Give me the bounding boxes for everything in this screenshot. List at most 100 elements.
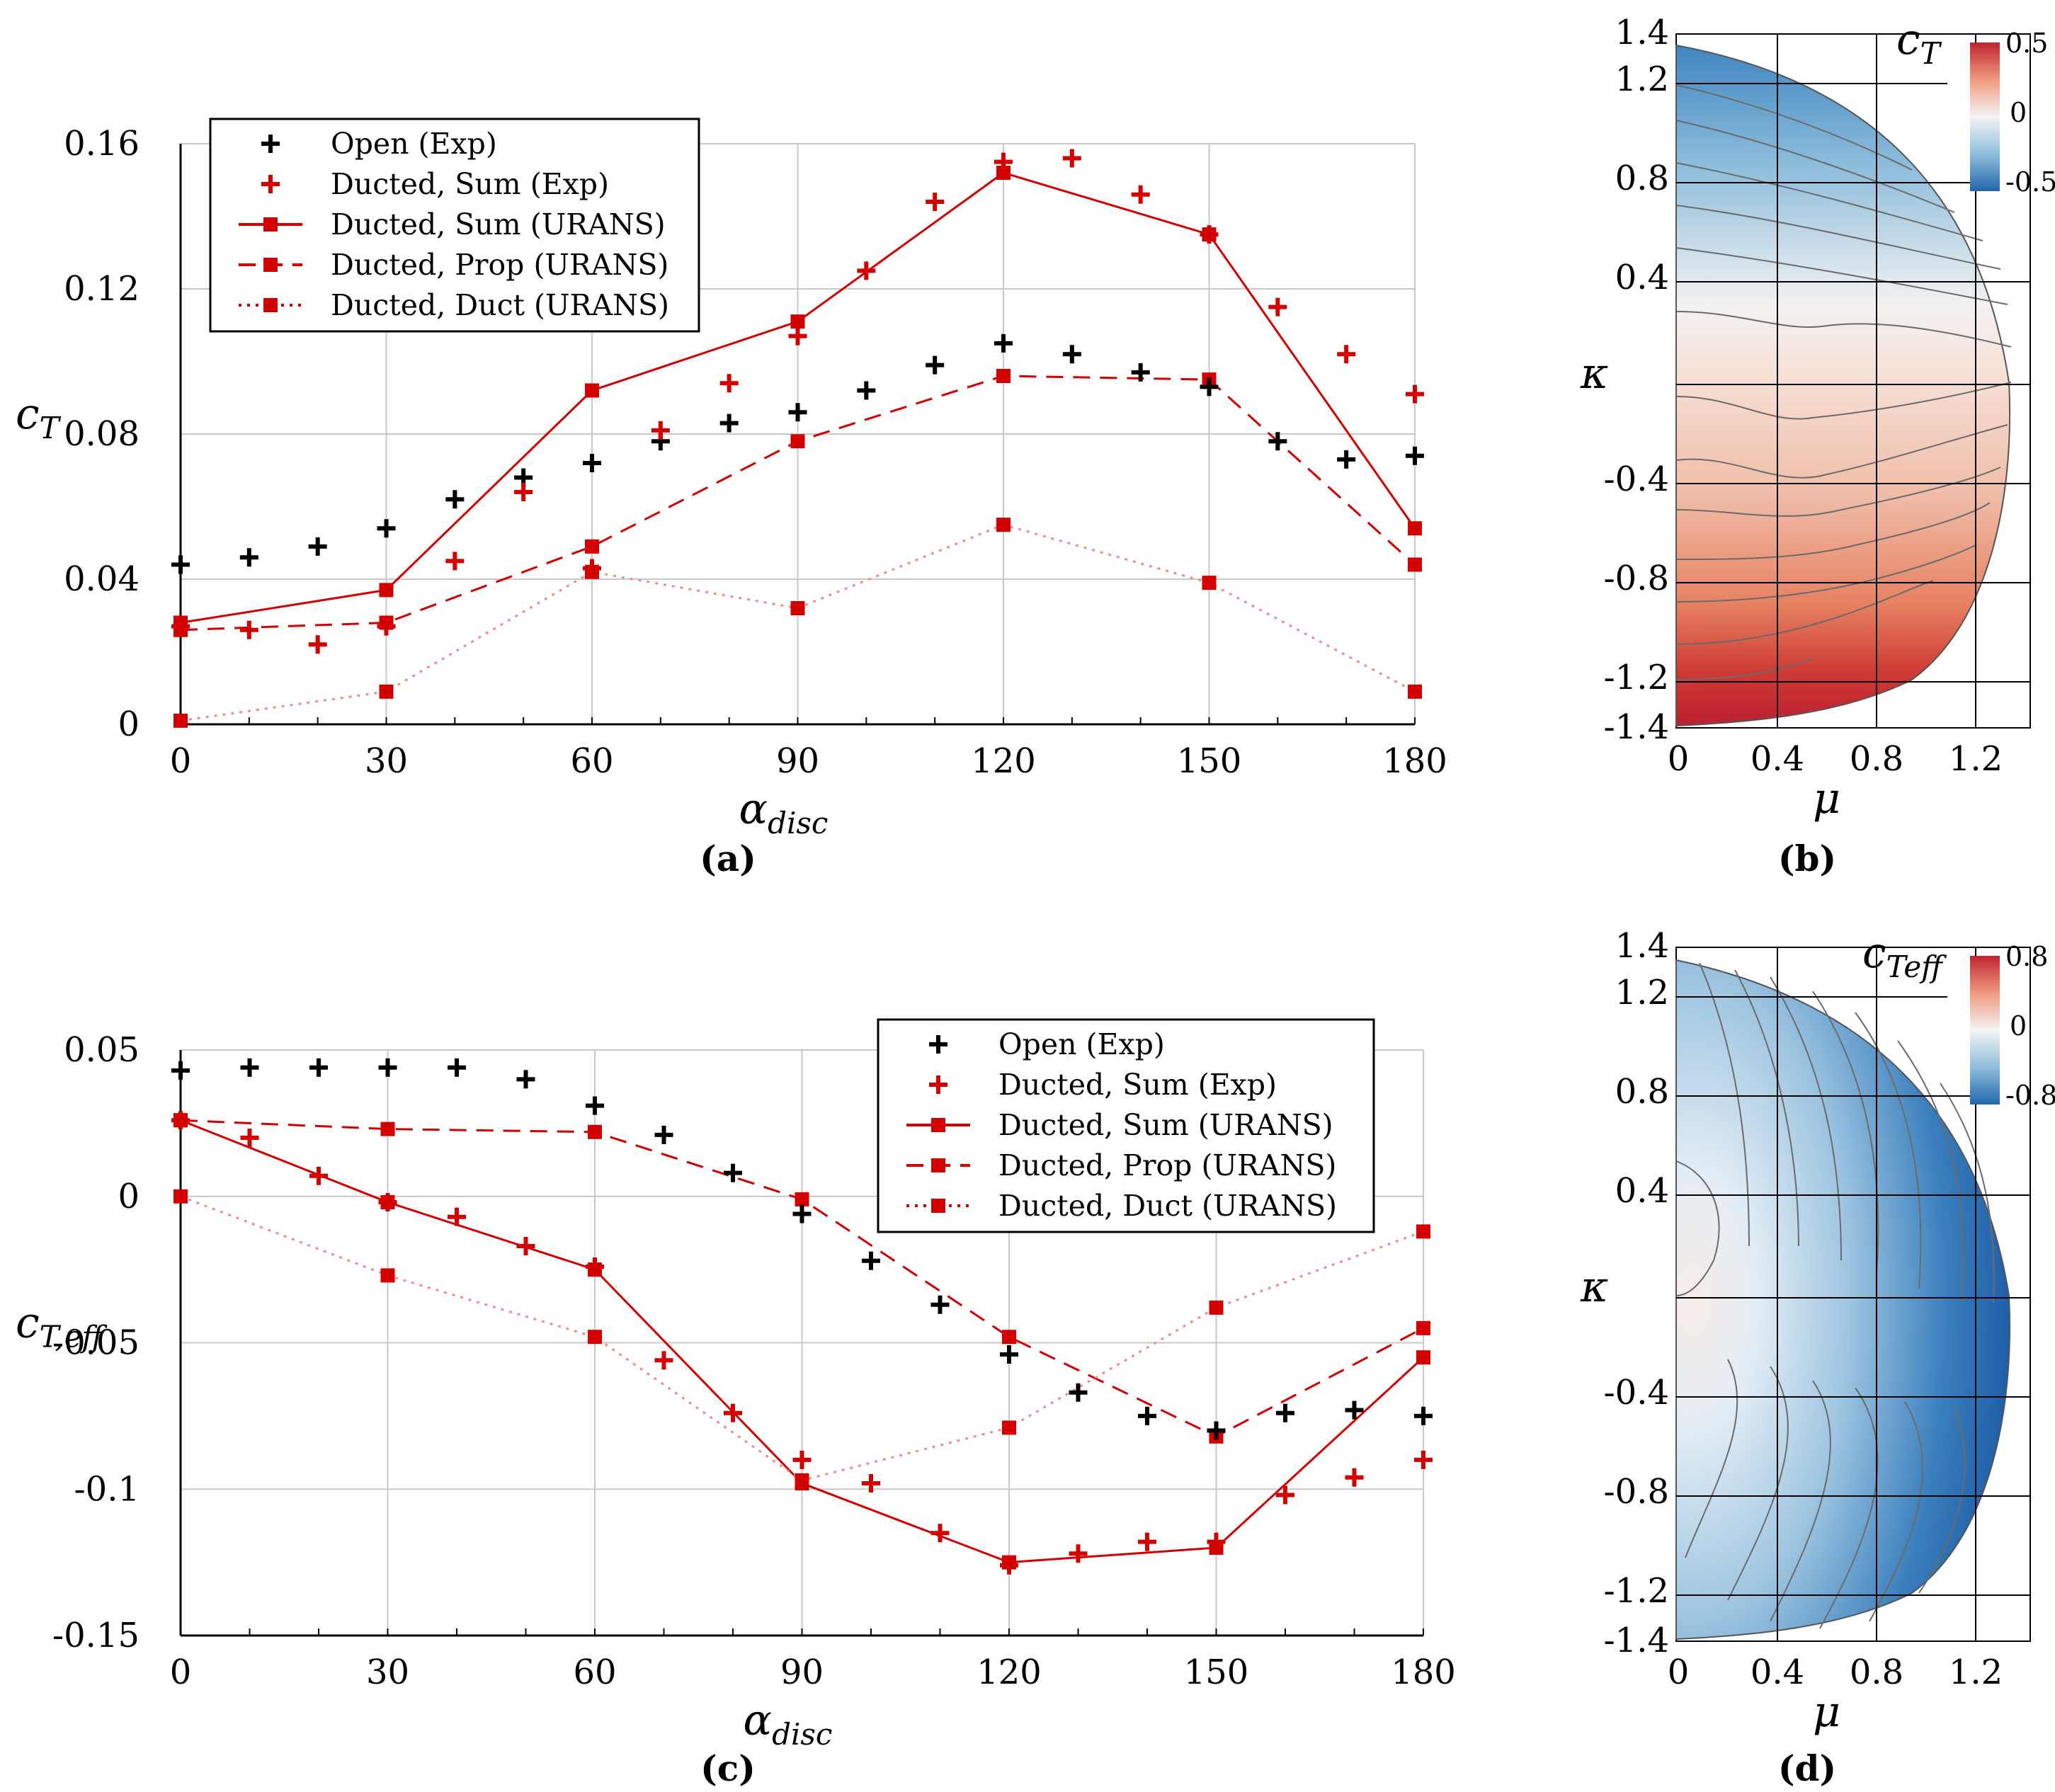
data-point [1408,684,1422,699]
y-tick-label: 0.12 [64,269,140,309]
data-point [309,1058,328,1077]
data-point [1416,1320,1430,1335]
x-tick: 0.8 [1850,1653,1903,1692]
colorbar-tick: 0 [2010,1010,2027,1041]
data-point [1276,1403,1294,1422]
data-point [724,1163,742,1182]
y-axis-label: cT [16,389,62,445]
map-b-xticks: 0 0.4 0.8 1.2 [1668,739,2003,779]
x-tick: 1.2 [1949,1653,2003,1692]
y-tick-label: -0.1 [74,1469,140,1509]
data-point [1406,446,1424,465]
data-point [445,490,465,509]
y-axis-label-sub: T,eff [40,1320,108,1354]
x-tick-label: 120 [977,1653,1042,1692]
data-point [654,1125,673,1144]
data-point [1069,1544,1088,1563]
data-point [1414,1406,1433,1425]
legend-label: Ducted, Sum (Exp) [331,167,609,201]
data-point [930,1524,950,1543]
data-point [724,1403,742,1422]
data-point [1131,185,1150,204]
data-point [240,1058,259,1077]
caption-d: (d) [1778,1747,1836,1789]
data-point [516,1237,535,1256]
y-tick-label: -0.05 [52,1323,140,1363]
map-d-yticks: 1.4 1.2 0.8 0.4 -0.4 -0.8 -1.2 -1.4 [1603,926,1669,1660]
map-d-contours [1675,962,1995,1629]
colorbar-tick: 0 [2010,97,2027,128]
data-point [790,601,805,615]
data-point [719,374,739,393]
colorbar [1970,956,2000,1105]
data-point [378,1193,397,1212]
data-point [926,193,945,211]
data-point [1414,1450,1433,1469]
data-point [448,1207,466,1226]
x-axis-label: μ [1813,774,1840,823]
data-point [1069,1383,1088,1402]
data-point [926,355,945,375]
data-point [994,333,1013,353]
y-tick: 1.4 [1615,926,1669,966]
y-tick: -1.4 [1603,1621,1669,1660]
legend-label: Ducted, Sum (URANS) [331,207,666,241]
data-point [862,1251,880,1270]
data-point [1276,1485,1294,1505]
data-point [931,1118,945,1132]
data-point [171,617,190,636]
x-tick-label: 30 [366,1653,409,1692]
y-tick: -1.2 [1603,1571,1669,1611]
legend-label: Ducted, Duct (URANS) [998,1189,1337,1223]
x-tick-label: 0 [170,1653,192,1692]
data-point [931,1199,945,1213]
x-axis-label-sub: disc [772,1717,832,1752]
x-tick-label: 150 [1184,1653,1249,1692]
x-tick-label: 30 [365,741,408,781]
colorbar [1970,42,2000,191]
data-point [788,326,807,346]
colorbar-label: cTeff [1862,928,1947,984]
data-point [516,1070,535,1089]
contour-map-d: 1.4 1.2 0.8 0.4 -0.4 -0.8 -1.2 -1.4 0 0.… [1580,926,2055,1737]
y-axis-label: cT,eff [16,1299,108,1354]
x-tick: 0 [1668,739,1690,779]
data-point [583,454,601,472]
data-point [996,369,1011,383]
data-point [239,620,258,639]
data-point [1207,1421,1226,1440]
y-tick-label: 0 [118,704,140,744]
data-point [1000,1556,1018,1575]
x-tick-label: 180 [1391,1653,1456,1692]
legend-label: Ducted, Prop (URANS) [331,248,668,282]
data-point [651,421,670,440]
data-point [1408,521,1422,536]
x-tick-label: 120 [971,741,1036,781]
data-point [1002,1420,1016,1435]
chart-c: 0 30 60 90 120 150 180 0.05 0 -0.05 -0.1 -0.15 αdisc… [16,1018,1456,1752]
y-tick: 1.4 [1615,13,1669,52]
data-point [588,1330,602,1345]
data-point [1062,149,1081,168]
data-point [1138,1406,1156,1425]
data-point [1200,377,1219,396]
data-point [261,175,280,193]
data-point [171,1061,190,1080]
data-point [308,537,327,556]
data-point [862,1473,880,1493]
colorbar-tick: 0.8 [2005,941,2048,972]
data-point [586,1096,604,1115]
data-point [857,261,876,280]
colorbar-tick: 0.5 [2005,28,2048,59]
y-tick-label: 0.16 [64,124,140,164]
legend-label: Ducted, Prop (URANS) [998,1148,1336,1182]
x-axis-label: μ [1813,1687,1840,1737]
data-point [585,539,599,554]
data-point [1268,297,1287,316]
data-point [857,381,876,400]
data-point [792,1450,812,1469]
data-point [583,559,601,578]
legend-label: Open (Exp) [331,127,497,161]
legend: Open (Exp) Ducted, Sum (Exp) Ducted, Sum (… [877,1018,1375,1233]
map-b-field [1675,44,2011,727]
